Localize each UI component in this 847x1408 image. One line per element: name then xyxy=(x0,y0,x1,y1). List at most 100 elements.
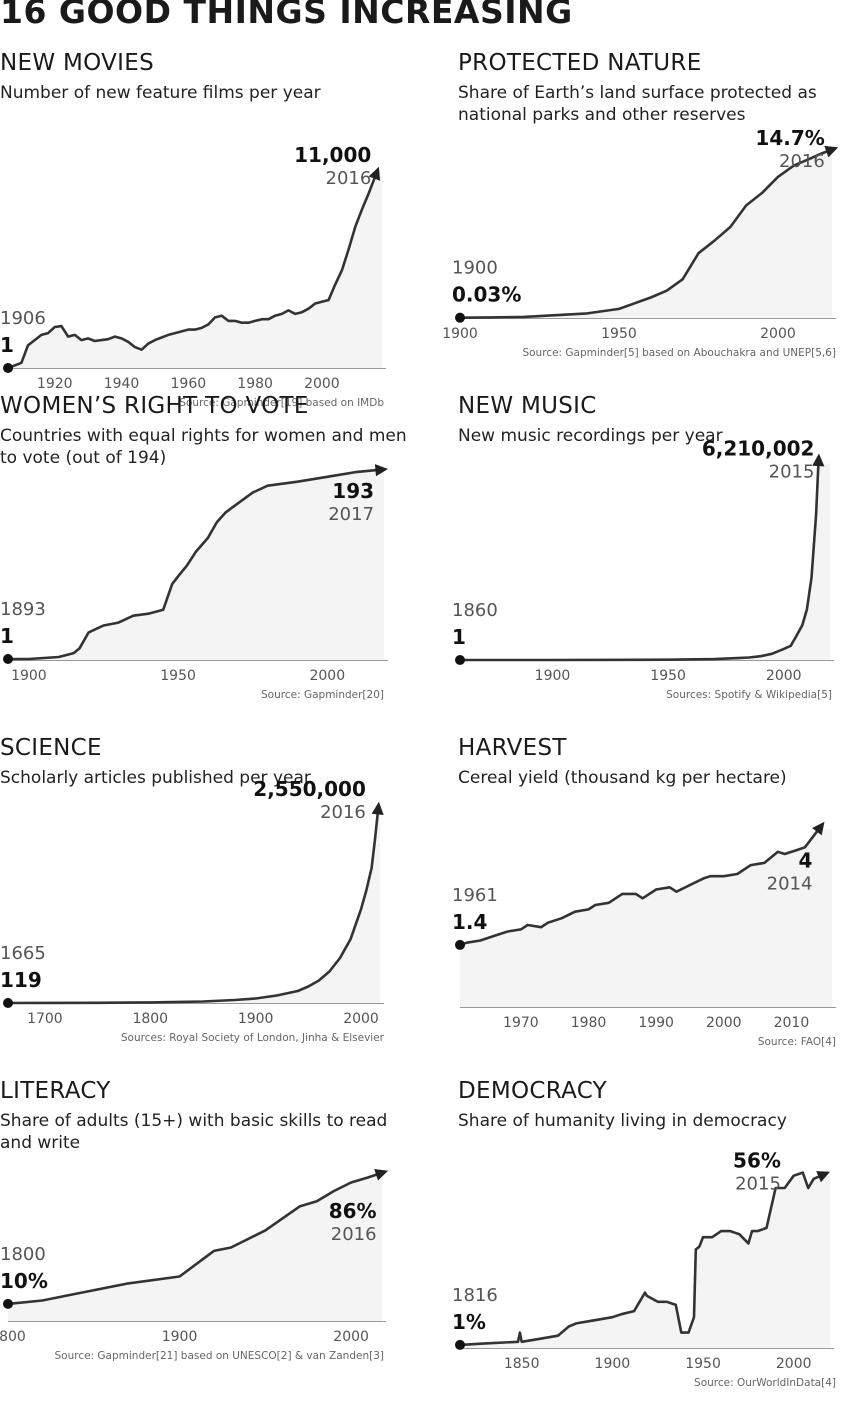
harvest-end-year: 2014 xyxy=(767,874,813,895)
women-s-right-to-vote-start-year: 1893 xyxy=(0,599,46,620)
democracy-start-year: 1816 xyxy=(452,1285,498,1306)
harvest-x-tick-label: 2000 xyxy=(706,1015,742,1031)
harvest-end-value: 4 xyxy=(799,849,813,873)
science-start-dot xyxy=(3,997,13,1008)
new-music-start-dot xyxy=(455,655,465,665)
harvest-chart: 1970 1980 1990 2000 2010 Source: FAO[4] 1961 1.… xyxy=(452,821,836,1048)
literacy-x-tick-label: 1900 xyxy=(162,1329,198,1345)
democracy-x-tick-label: 1850 xyxy=(504,1356,540,1372)
science-area xyxy=(8,811,380,1003)
new-movies-x-tick-label: 1960 xyxy=(171,376,207,392)
democracy-source: Source: OurWorldInData[4] xyxy=(694,1377,836,1389)
democracy-chart: 1850 1900 1950 2000 Source: OurWorldInData[4… xyxy=(452,1149,836,1389)
harvest-start-value: 1.4 xyxy=(452,910,487,934)
new-music-x-tick-label: 1950 xyxy=(650,668,686,684)
harvest-series-line xyxy=(459,828,820,947)
science-x-tick-label: 1800 xyxy=(132,1011,168,1027)
literacy-start-dot xyxy=(3,1298,13,1309)
harvest-title: HARVEST xyxy=(458,735,567,761)
new-movies-source: Source: Gapminder[19] based on IMDb xyxy=(179,397,384,409)
new-movies-start-dot xyxy=(3,362,13,373)
new-movies-start-value: 1 xyxy=(0,333,14,357)
literacy-arrow-head xyxy=(374,1169,389,1181)
democracy-series-line xyxy=(459,1171,822,1347)
democracy-x-tick-label: 1950 xyxy=(685,1356,721,1372)
literacy-end-year: 2016 xyxy=(331,1224,377,1245)
new-movies-panel: NEW MOVIES Number of new feature films pe… xyxy=(0,50,420,409)
science-source: Sources: Royal Society of London, Jinha … xyxy=(121,1032,385,1044)
harvest-start-dot xyxy=(455,939,465,950)
women-s-right-to-vote-x-tick-label: 1900 xyxy=(11,668,47,684)
science-x-tick-label: 1900 xyxy=(238,1011,274,1027)
harvest-x-tick-label: 1990 xyxy=(638,1015,674,1031)
new-movies-x-tick-label: 2000 xyxy=(304,376,340,392)
harvest-x-tick-label: 2010 xyxy=(774,1015,810,1031)
women-s-right-to-vote-panel: WOMEN’S RIGHT TO VOTE Countries with equa… xyxy=(0,393,420,723)
new-movies-series-line xyxy=(7,175,377,370)
science-subtitle: Scholarly articles published per year xyxy=(0,768,311,788)
democracy-end-value: 56% xyxy=(733,1149,781,1173)
science-title: SCIENCE xyxy=(0,735,102,761)
protected-nature-x-tick-label: 2000 xyxy=(760,326,796,342)
women-s-right-to-vote-x-tick-label: 1950 xyxy=(160,668,196,684)
science-arrow-head xyxy=(371,801,384,815)
literacy-start-year: 1800 xyxy=(0,1244,46,1265)
protected-nature-panel: PROTECTED NATURE Share of Earth’s land su… xyxy=(442,50,847,380)
new-movies-chart: 1920 1940 1960 1980 2000 Source: Gapminder[19… xyxy=(0,143,386,409)
democracy-x-tick-label: 1900 xyxy=(595,1356,631,1372)
literacy-subtitle: Share of adults (15+) with basic skills … xyxy=(0,1111,388,1153)
new-music-x-tick-label: 2000 xyxy=(766,668,802,684)
new-music-start-value: 1 xyxy=(452,625,466,649)
science-end-value: 2,550,000 xyxy=(253,777,366,801)
women-s-right-to-vote-start-value: 1 xyxy=(0,624,14,648)
protected-nature-start-year: 1900 xyxy=(452,258,498,279)
harvest-source: Source: FAO[4] xyxy=(758,1036,836,1048)
women-s-right-to-vote-chart: 1900 1950 2000 Source: Gapminder[20] 1893 1 19… xyxy=(0,464,388,701)
page-title: 16 GOOD THINGS INCREASING xyxy=(0,0,573,31)
harvest-panel: HARVEST Cereal yield (thousand kg per hec… xyxy=(452,735,847,1065)
literacy-start-value: 10% xyxy=(0,1269,48,1293)
new-movies-title: NEW MOVIES xyxy=(0,50,154,76)
new-music-area xyxy=(460,463,830,660)
protected-nature-series-line xyxy=(459,149,830,319)
new-movies-subtitle: Number of new feature films per year xyxy=(0,83,321,103)
protected-nature-x-tick-label: 1950 xyxy=(601,326,637,342)
harvest-area xyxy=(460,829,832,1007)
science-x-tick-label: 2000 xyxy=(343,1011,379,1027)
new-movies-end-year: 2016 xyxy=(326,168,372,189)
women-s-right-to-vote-start-dot xyxy=(3,654,13,665)
new-music-end-value: 6,210,002 xyxy=(702,437,815,461)
protected-nature-end-year: 2016 xyxy=(779,151,825,172)
protected-nature-title: PROTECTED NATURE xyxy=(458,50,702,76)
science-chart: 1700 1800 1900 2000 Sources: Royal Society o… xyxy=(0,777,385,1044)
democracy-arrow-head xyxy=(816,1171,831,1183)
democracy-start-dot xyxy=(455,1339,465,1350)
protected-nature-area xyxy=(460,150,832,318)
protected-nature-chart: 1900 1950 2000 Source: Gapminder[5] based o… xyxy=(442,126,839,359)
new-music-end-year: 2015 xyxy=(769,462,815,483)
science-start-value: 119 xyxy=(0,968,42,992)
new-music-x-tick-label: 1900 xyxy=(535,668,571,684)
democracy-title: DEMOCRACY xyxy=(458,1078,608,1104)
new-music-arrow-head xyxy=(812,453,825,467)
literacy-chart: 1800 1900 2000 Source: Gapminder[21] based … xyxy=(0,1169,389,1362)
harvest-x-tick-label: 1980 xyxy=(571,1015,607,1031)
harvest-start-year: 1961 xyxy=(452,885,498,906)
women-s-right-to-vote-source: Source: Gapminder[20] xyxy=(261,689,384,701)
democracy-start-value: 1% xyxy=(452,1310,486,1334)
new-movies-start-year: 1906 xyxy=(0,308,46,329)
women-s-right-to-vote-series-line xyxy=(8,468,379,661)
protected-nature-start-value: 0.03% xyxy=(452,283,521,307)
democracy-x-tick-label: 2000 xyxy=(776,1356,812,1372)
harvest-x-tick-label: 1970 xyxy=(503,1015,539,1031)
democracy-area xyxy=(460,1172,830,1348)
literacy-end-value: 86% xyxy=(329,1199,377,1223)
new-music-subtitle: New music recordings per year xyxy=(458,426,723,446)
science-panel: SCIENCE Scholarly articles published per … xyxy=(0,735,420,1065)
protected-nature-x-tick-label: 1900 xyxy=(442,326,478,342)
women-s-right-to-vote-area xyxy=(8,469,384,660)
new-movies-area xyxy=(8,176,382,368)
literacy-area xyxy=(8,1173,382,1321)
protected-nature-start-dot xyxy=(455,312,465,323)
protected-nature-arrow-head xyxy=(824,145,839,158)
